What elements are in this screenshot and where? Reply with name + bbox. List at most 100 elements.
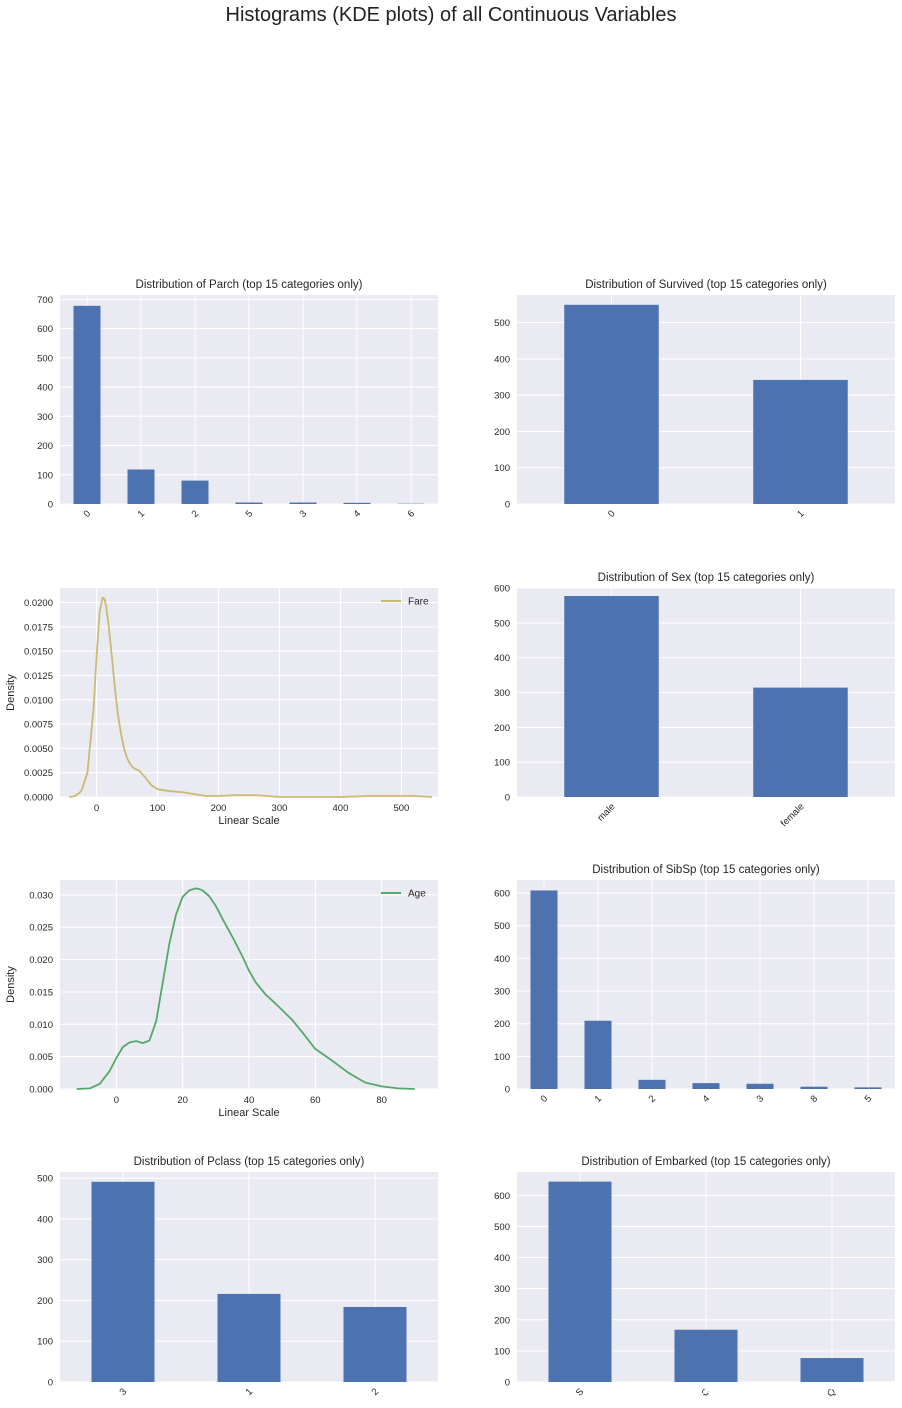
bar-4: [343, 502, 371, 504]
figure-title: Histograms (KDE plots) of all Continuous…: [225, 4, 677, 26]
y-tick-label: 300: [494, 987, 510, 998]
y-tick-label: 0.0100: [24, 695, 53, 706]
y-tick-label: 200: [37, 1296, 53, 1307]
x-tick-label: 2: [190, 508, 202, 520]
x-tick-label: 1: [136, 508, 148, 520]
bar-1: [127, 469, 155, 504]
x-tick-label: 300: [272, 803, 288, 814]
y-tick-label: 200: [494, 427, 510, 438]
x-tick-label: 0: [539, 1093, 551, 1105]
x-tick-label: S: [574, 1386, 586, 1398]
bar-0: [564, 304, 659, 504]
subplot-sibsp: 0 100 200 300 400 500 600 Distribution of SibSp…: [494, 864, 895, 1105]
subplot-sex: 0 100 200 300 400 500 600 Distribution of Sex (…: [494, 572, 895, 829]
plot-area: [60, 588, 438, 797]
y-tick-label: 0.0200: [24, 598, 53, 609]
y-tick-label: 400: [494, 954, 510, 965]
y-tick-label: 0.000: [29, 1085, 53, 1096]
y-tick-label: 0: [505, 1378, 510, 1389]
y-tick-label: 0.015: [29, 987, 53, 998]
bar-5: [854, 1087, 882, 1089]
y-tick-label: 0.0125: [24, 671, 53, 682]
y-axis-label: Density: [5, 674, 17, 711]
bar-female: [753, 687, 848, 797]
subplot-title: Distribution of Sex (top 15 categories o…: [598, 572, 815, 584]
y-tick-label: 200: [494, 1019, 510, 1030]
x-tick-label: 2: [370, 1386, 382, 1398]
x-tick-label: 3: [118, 1386, 130, 1398]
y-tick-label: 0.020: [29, 955, 53, 966]
bar-1: [217, 1293, 281, 1382]
y-tick-label: 300: [37, 1255, 53, 1266]
y-axis-label: Density: [5, 966, 17, 1003]
bar-S: [548, 1181, 612, 1382]
bar-4: [692, 1083, 720, 1089]
y-tick-label: 500: [494, 1222, 510, 1233]
watermark: https://blog.csdn.net/xiaolian315: [678, 1379, 902, 1398]
y-tick-label: 600: [494, 889, 510, 900]
subplot-age: 0.000 0.005 0.010 0.015 0.020 0.025 0.030 0 20 40…: [5, 880, 438, 1119]
x-tick-label: 0: [82, 508, 94, 520]
y-tick-label: 0.0150: [24, 647, 53, 658]
density-line-age: [76, 887, 415, 1090]
bar-5: [235, 502, 263, 504]
bar-2: [638, 1079, 666, 1089]
y-tick-label: 400: [494, 354, 510, 365]
y-tick-label: 0: [48, 500, 53, 511]
x-tick-label: 2: [647, 1093, 659, 1105]
bar-0: [530, 890, 558, 1089]
x-tick-label: 1: [795, 508, 807, 520]
bar-0: [73, 305, 101, 504]
y-tick-label: 0: [505, 1085, 510, 1096]
y-tick-label: 100: [494, 1346, 510, 1357]
x-tick-label: 1: [593, 1093, 605, 1105]
x-tick-label: 5: [244, 508, 256, 520]
bar-2: [181, 480, 209, 504]
x-tick-label: 60: [310, 1095, 321, 1106]
y-tick-label: 600: [494, 1191, 510, 1202]
y-tick-label: 0.030: [29, 890, 53, 901]
x-tick-label: male: [595, 801, 617, 823]
y-tick-label: 300: [494, 1284, 510, 1295]
subplot-title: Distribution of Survived (top 15 categor…: [585, 279, 827, 291]
y-tick-label: 100: [494, 1052, 510, 1063]
x-axis-label: Linear Scale: [218, 1107, 279, 1119]
y-tick-label: 400: [494, 1253, 510, 1264]
subplot-title: Distribution of Parch (top 15 categories…: [136, 279, 363, 291]
y-tick-label: 400: [37, 383, 53, 394]
y-tick-label: 0: [505, 500, 510, 511]
x-axis-label: Linear Scale: [218, 815, 279, 827]
y-tick-label: 300: [494, 391, 510, 402]
y-tick-label: 0.005: [29, 1052, 53, 1063]
y-tick-label: 200: [494, 723, 510, 734]
y-tick-label: 0: [48, 1378, 53, 1389]
legend-label: Fare: [408, 597, 429, 608]
bar-1: [584, 1020, 612, 1089]
y-tick-label: 500: [494, 921, 510, 932]
x-tick-label: 20: [177, 1095, 188, 1106]
y-tick-label: 0: [505, 793, 510, 804]
y-tick-label: 300: [37, 412, 53, 423]
x-tick-label: 3: [298, 508, 310, 520]
bar-C: [674, 1329, 738, 1382]
y-tick-label: 600: [494, 584, 510, 595]
subplot-embarked: 0 100 200 300 400 500 600 Distribution of Embar…: [494, 1156, 895, 1399]
y-tick-label: 400: [494, 653, 510, 664]
bar-3: [91, 1181, 155, 1382]
y-tick-label: 100: [37, 1337, 53, 1348]
y-tick-label: 300: [494, 688, 510, 699]
y-tick-label: 200: [494, 1315, 510, 1326]
x-tick-label: 6: [406, 508, 418, 520]
subplot-survived: 0 100 200 300 400 500 Distribution of Survived…: [494, 279, 895, 520]
x-tick-label: 1: [244, 1386, 256, 1398]
y-tick-label: 700: [37, 295, 53, 306]
y-tick-label: 100: [37, 470, 53, 481]
y-tick-label: 100: [494, 758, 510, 769]
x-tick-label: 200: [211, 803, 227, 814]
x-tick-label: 3: [755, 1093, 767, 1105]
x-tick-label: 500: [393, 803, 409, 814]
x-tick-label: 0: [114, 1095, 119, 1106]
y-tick-label: 0.0075: [24, 720, 53, 731]
y-tick-label: 0.0025: [24, 768, 53, 779]
